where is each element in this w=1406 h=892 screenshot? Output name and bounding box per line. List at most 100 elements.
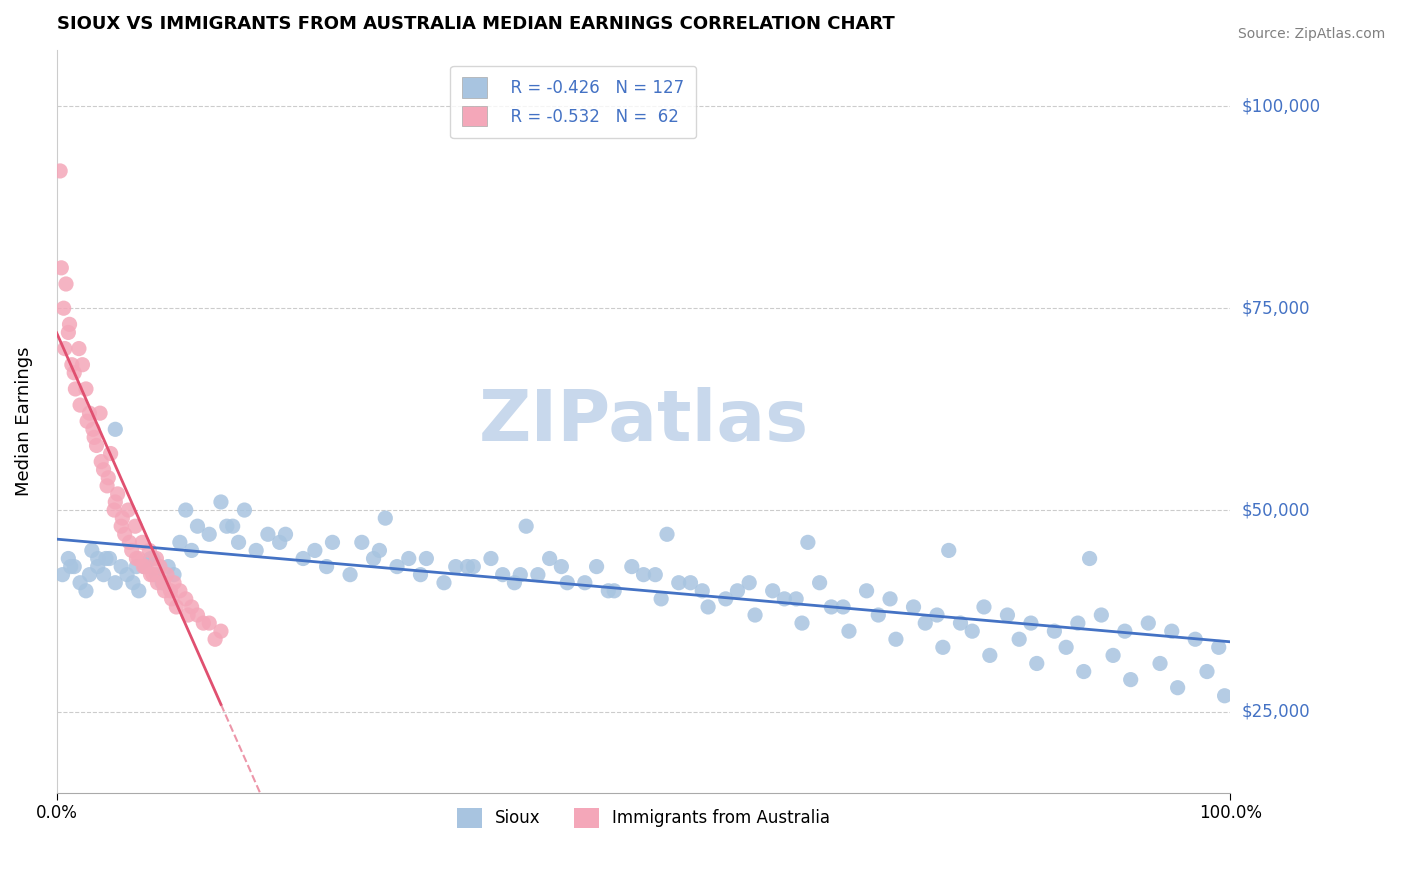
Point — [409, 567, 432, 582]
Point — [107, 487, 129, 501]
Point — [177, 607, 200, 622]
Point — [463, 559, 485, 574]
Text: Source: ZipAtlas.com: Source: ZipAtlas.com — [1237, 27, 1385, 41]
Point — [725, 583, 748, 598]
Point — [903, 599, 925, 614]
Point — [63, 559, 86, 574]
Point — [86, 559, 108, 574]
Point — [697, 599, 720, 614]
Point — [1195, 665, 1218, 679]
Point — [169, 583, 191, 598]
Point — [744, 607, 766, 622]
Point — [938, 543, 960, 558]
Point — [1137, 616, 1160, 631]
Point — [79, 567, 101, 582]
Point — [1167, 681, 1189, 695]
Point — [153, 583, 176, 598]
Point — [117, 503, 139, 517]
Point — [96, 479, 118, 493]
Point — [180, 599, 202, 614]
Point — [339, 567, 361, 582]
Point — [142, 551, 165, 566]
Point — [131, 535, 153, 549]
Point — [509, 567, 531, 582]
Point — [124, 519, 146, 533]
Point — [149, 559, 172, 574]
Point — [128, 583, 150, 598]
Point — [145, 551, 167, 566]
Point — [949, 616, 972, 631]
Point — [111, 511, 134, 525]
Point — [128, 551, 150, 566]
Point — [69, 398, 91, 412]
Point — [1184, 632, 1206, 647]
Point — [89, 406, 111, 420]
Point — [103, 503, 125, 517]
Point — [69, 575, 91, 590]
Point — [398, 551, 420, 566]
Point — [879, 591, 901, 606]
Point — [97, 471, 120, 485]
Point — [186, 607, 208, 622]
Text: $75,000: $75,000 — [1241, 299, 1310, 318]
Point — [932, 640, 955, 655]
Point — [134, 559, 156, 574]
Point — [550, 559, 572, 574]
Point — [574, 575, 596, 590]
Point — [198, 527, 221, 541]
Point — [925, 607, 948, 622]
Point — [63, 366, 86, 380]
Point — [368, 543, 391, 558]
Point — [245, 543, 267, 558]
Y-axis label: Median Earnings: Median Earnings — [15, 346, 32, 496]
Point — [228, 535, 250, 549]
Point — [808, 575, 831, 590]
Point — [1067, 616, 1090, 631]
Point — [868, 607, 890, 622]
Point — [58, 326, 80, 340]
Point — [797, 535, 820, 549]
Point — [157, 559, 180, 574]
Point — [492, 567, 515, 582]
Point — [884, 632, 907, 647]
Point — [820, 599, 842, 614]
Point — [1114, 624, 1136, 639]
Text: $50,000: $50,000 — [1241, 501, 1310, 519]
Point — [914, 616, 936, 631]
Point — [159, 583, 181, 598]
Point — [174, 591, 197, 606]
Point — [209, 624, 232, 639]
Point — [49, 164, 72, 178]
Point — [433, 575, 456, 590]
Point — [104, 575, 127, 590]
Point — [555, 575, 578, 590]
Point — [76, 414, 98, 428]
Point — [93, 463, 115, 477]
Point — [110, 559, 132, 574]
Point — [690, 583, 713, 598]
Point — [52, 301, 75, 316]
Point — [104, 495, 127, 509]
Point — [58, 318, 80, 332]
Point — [82, 422, 104, 436]
Point — [139, 567, 162, 582]
Point — [233, 503, 256, 517]
Point — [146, 575, 169, 590]
Point — [134, 559, 156, 574]
Point — [115, 567, 138, 582]
Point — [503, 575, 526, 590]
Point — [738, 575, 761, 590]
Text: $100,000: $100,000 — [1241, 97, 1320, 115]
Point — [415, 551, 437, 566]
Point — [83, 430, 105, 444]
Point — [973, 599, 995, 614]
Point — [98, 551, 121, 566]
Point — [193, 616, 215, 631]
Point — [209, 495, 232, 509]
Point — [385, 559, 408, 574]
Point — [832, 599, 855, 614]
Point — [479, 551, 502, 566]
Point — [1073, 665, 1095, 679]
Point — [1019, 616, 1042, 631]
Point — [122, 575, 145, 590]
